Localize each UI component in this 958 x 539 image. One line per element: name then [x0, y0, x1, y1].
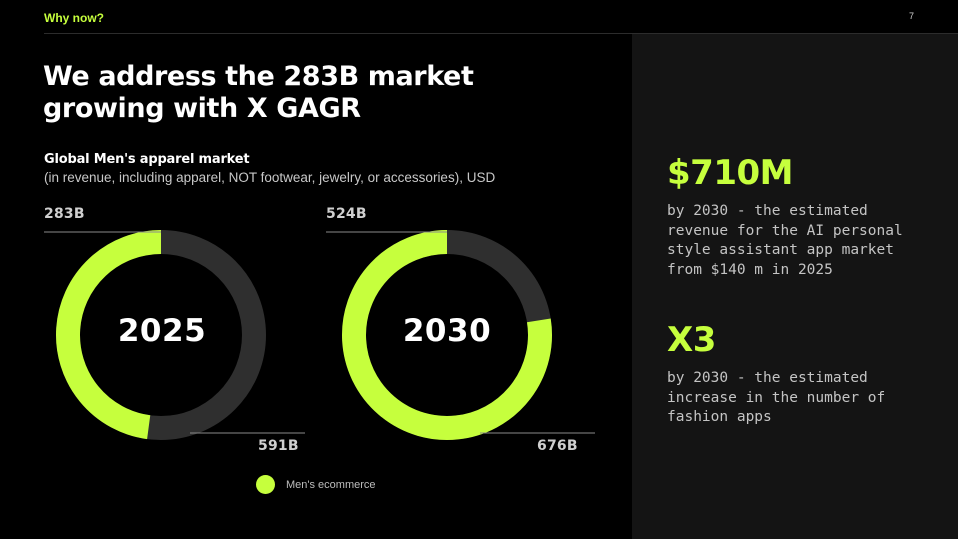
stat-value-revenue: $710M — [667, 153, 793, 193]
year-label-2030: 2030 — [402, 313, 492, 349]
page-number: 7 — [909, 11, 915, 21]
right-panel — [632, 34, 958, 539]
legend-swatch — [256, 475, 275, 494]
total-value-label-2030: 676B — [537, 438, 578, 454]
highlight-value-label-2030: 524B — [326, 206, 367, 222]
chart-legend: Men's ecommerce — [256, 475, 376, 494]
stat-value-apps: X3 — [667, 320, 716, 360]
top-divider — [44, 33, 958, 34]
year-label-2025: 2025 — [117, 313, 207, 349]
chart-subtitle: (in revenue, including apparel, NOT foot… — [44, 170, 496, 185]
donut-charts — [44, 230, 595, 440]
stat-desc-revenue: by 2030 - the estimated revenue for the … — [667, 203, 903, 278]
stat-desc-apps: by 2030 - the estimated increase in the … — [667, 370, 886, 425]
slide-headline: We address the 283B market growing with … — [43, 61, 474, 124]
highlight-value-label-2025: 283B — [44, 206, 85, 222]
donut-highlight-2030 — [342, 230, 552, 440]
legend-label: Men's ecommerce — [286, 478, 376, 491]
donut-highlight-2025 — [56, 230, 162, 440]
section-label: Why now? — [44, 11, 104, 25]
chart-title: Global Men's apparel market — [44, 152, 250, 167]
total-value-label-2025: 591B — [258, 438, 299, 454]
